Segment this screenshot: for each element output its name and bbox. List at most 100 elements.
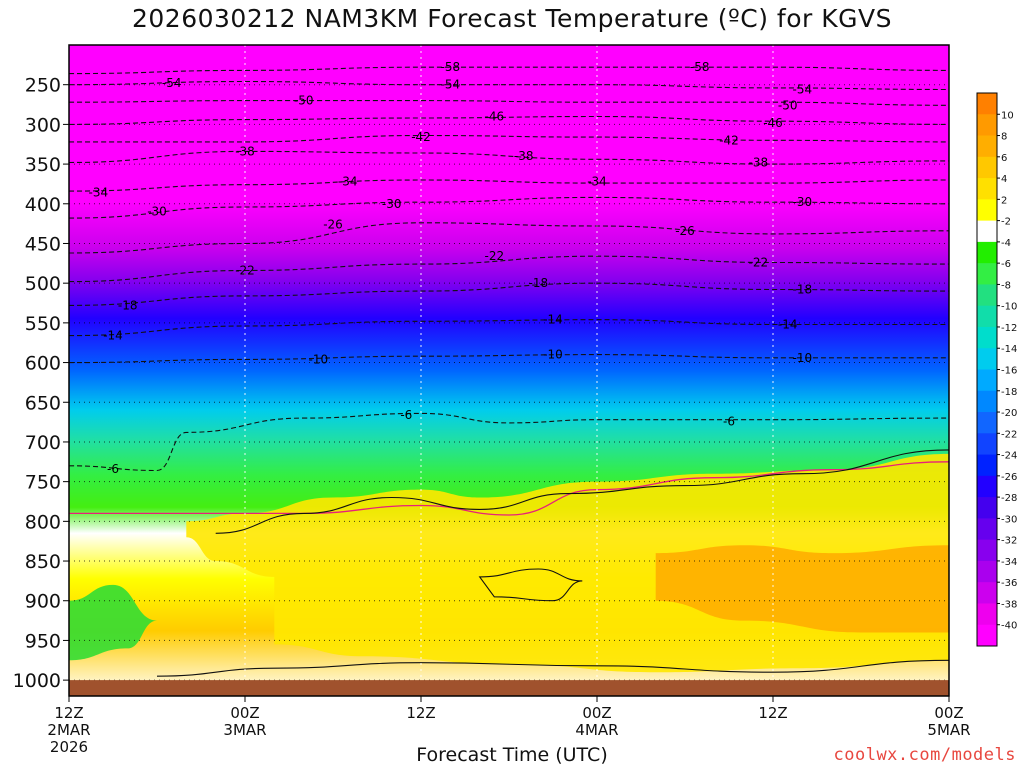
isotherm-label: -50 bbox=[778, 98, 798, 112]
colorbar-label: -6 bbox=[1001, 259, 1011, 270]
y-tick-label: 700 bbox=[25, 432, 61, 454]
x-tick-label: 3MAR bbox=[223, 721, 266, 739]
colorbar-label: -12 bbox=[1001, 323, 1017, 334]
colorbar-label: -8 bbox=[1001, 280, 1011, 291]
isotherm-label: -46 bbox=[485, 109, 505, 123]
colorbar-label: 6 bbox=[1001, 153, 1007, 164]
isotherm-line--10 bbox=[69, 354, 949, 364]
isotherm-label: -54 bbox=[162, 76, 182, 90]
isotherm-label: -58 bbox=[690, 60, 710, 74]
colorbar-label: -26 bbox=[1001, 472, 1017, 483]
colorbar-swatch bbox=[977, 624, 997, 647]
colorbar-swatch bbox=[977, 93, 997, 115]
colorbar-swatch bbox=[977, 518, 997, 541]
colorbar-label: -10 bbox=[1001, 302, 1017, 313]
isotherm-label: -18 bbox=[529, 276, 549, 290]
x-tick-label: 00Z bbox=[934, 704, 963, 722]
colorbar-swatch bbox=[977, 369, 997, 392]
chart-title: 2026030212 NAM3KM Forecast Temperature (… bbox=[132, 4, 892, 33]
isotherm-label: -34 bbox=[338, 175, 358, 189]
colorbar-swatch bbox=[977, 454, 997, 477]
isotherm-label: -38 bbox=[514, 149, 534, 163]
contour-2-lower bbox=[156, 659, 949, 677]
colorbar-label: -18 bbox=[1001, 387, 1017, 398]
isotherm-label: -30 bbox=[147, 205, 167, 219]
colorbar-label: -38 bbox=[1001, 599, 1017, 610]
isotherm-label: -6 bbox=[400, 408, 412, 422]
isotherm-line--22 bbox=[69, 255, 949, 283]
ground-fill bbox=[69, 680, 949, 696]
y-tick-label: 850 bbox=[25, 551, 61, 573]
isotherm-label: -10 bbox=[543, 348, 563, 362]
y-tick-label: 350 bbox=[25, 154, 61, 176]
isotherm-label: -14 bbox=[778, 317, 798, 331]
freezing-line bbox=[69, 461, 949, 516]
y-tick-label: 900 bbox=[25, 591, 61, 613]
isotherm-label: -22 bbox=[485, 249, 505, 263]
isotherm-label: -26 bbox=[675, 224, 695, 238]
isotherm-label: -22 bbox=[749, 256, 769, 270]
colorbar-label: -30 bbox=[1001, 514, 1017, 525]
isotherm-label: -42 bbox=[719, 133, 739, 147]
isotherm-line--6 bbox=[69, 412, 949, 472]
y-tick-label: 750 bbox=[25, 472, 61, 494]
isotherm-label: -38 bbox=[749, 155, 769, 169]
isotherm-line--54 bbox=[69, 80, 949, 91]
isotherm-line--50 bbox=[69, 100, 949, 106]
y-tick-label: 650 bbox=[25, 392, 61, 414]
pressure-axis: 250 300 350 400 450 500 550 600 650 700 750 800 850 9… bbox=[13, 75, 69, 692]
isotherm-label: -58 bbox=[441, 60, 461, 74]
colorbar-swatch bbox=[977, 305, 997, 328]
isotherm-line--30 bbox=[69, 196, 949, 219]
y-tick-label: 250 bbox=[25, 75, 61, 97]
isotherm-label: -42 bbox=[411, 130, 431, 144]
ground-layer bbox=[69, 680, 949, 696]
colorbar-swatch bbox=[977, 497, 997, 519]
plot-frame bbox=[68, 44, 950, 697]
isotherm-label: -22 bbox=[235, 263, 255, 277]
isotherm-label: -54 bbox=[441, 78, 461, 92]
colorbar-label: 10 bbox=[1001, 110, 1014, 121]
isotherm-line--18 bbox=[69, 282, 949, 306]
colorbar-label: -22 bbox=[1001, 429, 1017, 440]
colorbar-label: -2 bbox=[1001, 217, 1011, 228]
y-tick-label: 550 bbox=[25, 313, 61, 335]
x-tick-label: 12Z bbox=[758, 704, 787, 722]
colorbar-swatch bbox=[977, 475, 997, 498]
colorbar-label: -34 bbox=[1001, 557, 1017, 568]
x-tick-label: 12Z bbox=[406, 704, 435, 722]
y-tick-label: 800 bbox=[25, 511, 61, 533]
colorbar-swatch bbox=[977, 220, 997, 243]
colorbar-swatch bbox=[977, 114, 997, 137]
colorbar-label: 4 bbox=[1001, 174, 1007, 185]
isotherm-line--42 bbox=[69, 134, 949, 143]
colorbar-swatch bbox=[977, 178, 997, 200]
credit-link[interactable]: coolwx.com/models bbox=[833, 745, 1016, 765]
isotherm-label: -6 bbox=[723, 414, 735, 428]
isotherm-line--58 bbox=[69, 66, 949, 75]
isotherm-label: -50 bbox=[294, 94, 314, 108]
x-tick-label: 2026 bbox=[50, 738, 88, 756]
colorbar-swatch bbox=[977, 135, 997, 158]
isotherm-line--14 bbox=[69, 319, 949, 337]
isotherm-line--38 bbox=[69, 150, 949, 165]
isotherm-label: -38 bbox=[235, 144, 255, 158]
contour-6-cell bbox=[478, 568, 583, 602]
y-tick-label: 600 bbox=[25, 353, 61, 375]
y-tick-label: 300 bbox=[25, 114, 61, 136]
colorbar-label: -4 bbox=[1001, 238, 1011, 249]
x-tick-label: 2MAR bbox=[47, 721, 90, 739]
isotherm-label: -34 bbox=[89, 186, 109, 200]
y-tick-label: 950 bbox=[25, 630, 61, 652]
colorbar-label: -20 bbox=[1001, 408, 1017, 419]
colorbar-label: -16 bbox=[1001, 366, 1017, 377]
colorbar-swatch bbox=[977, 582, 997, 604]
colorbar-swatch bbox=[977, 284, 997, 307]
isotherm-label: -30 bbox=[382, 197, 402, 211]
colorbar-swatch bbox=[977, 156, 997, 179]
y-tick-label: 450 bbox=[25, 233, 61, 255]
x-axis-label: Forecast Time (UTC) bbox=[416, 744, 608, 766]
colorbar-swatch bbox=[977, 433, 997, 456]
isotherm-lines: -58 -58 -54 -54 -54 -50 -50 -46 -46 -42 -42 -38 -38 -… bbox=[69, 60, 949, 476]
isotherm-label: -10 bbox=[793, 351, 813, 365]
